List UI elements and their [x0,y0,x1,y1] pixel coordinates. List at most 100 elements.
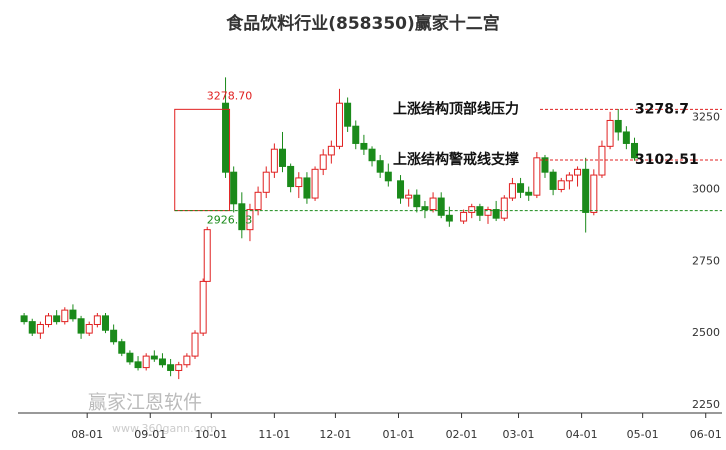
x-tick-label: 11-01 [258,428,290,441]
y-tick-label: 2250 [692,398,720,411]
candle-body [262,171,270,193]
watermark: 赢家江恩软件 [88,392,202,414]
candle-body [622,131,630,144]
candle-body [574,168,582,176]
candle-body [77,318,85,334]
candle-body [360,142,368,150]
candle-body [500,197,508,219]
y-tick-label: 3250 [692,111,720,124]
candle-body [598,145,606,176]
level-text: 上涨结构顶部线压力 [393,100,519,117]
y-tick-label: 3000 [692,182,720,195]
candle-body [429,197,437,211]
candle-body [344,102,352,127]
x-tick-label: 03-01 [503,428,535,441]
candle-body [319,154,327,170]
candle-body [69,309,77,320]
candle-body [303,177,311,199]
candle-body [85,323,93,334]
candle-body [158,358,166,366]
candle-body [167,364,175,371]
candle-body [508,183,516,199]
level-label: 3102.51 [635,152,699,168]
candle-body [45,315,53,325]
candle-body [445,214,453,222]
candle-body [565,174,573,182]
candle-body [376,160,384,173]
candle-body [203,229,211,282]
candle-body [405,194,413,199]
candle-body [384,171,392,182]
candle-body [582,168,590,213]
y-tick-label: 2750 [692,254,720,267]
x-tick-label: 09-01 [134,428,166,441]
x-tick-label: 12-01 [319,428,351,441]
candle-body [541,157,549,173]
x-tick-label: 05-01 [627,428,659,441]
candle-body [295,177,303,188]
candle-body [549,171,557,190]
candle-body [525,191,533,196]
box-label: 3278.70 [207,89,253,102]
candle-body [175,364,183,371]
candle-body [517,183,525,193]
candle-body [631,142,639,159]
candle-body [254,191,262,211]
x-tick-label: 02-01 [446,428,478,441]
x-tick-label: 06-01 [690,428,722,441]
candle-body [590,174,598,213]
candle-body [36,323,44,334]
candle-body [126,352,134,363]
candle-body [270,148,278,173]
candle-body [287,165,295,188]
candle-body [142,355,150,369]
candle-body [28,321,36,334]
watermark-url: www.360gann.com [112,422,217,435]
x-tick-label: 04-01 [566,428,598,441]
level-text: 上涨结构警戒线支撑 [393,151,519,168]
candle-body [199,280,207,334]
chart-title: 食品饮料行业(858350)赢家十二宫 [226,13,500,34]
candle-body [101,315,109,331]
x-tick-label: 08-01 [71,428,103,441]
candle-body [53,315,61,323]
candle-body [20,315,28,323]
candle-body [335,102,343,147]
x-tick-label: 01-01 [383,428,415,441]
candle-body [61,309,69,323]
level-label: 3278.7 [635,101,689,117]
candle-body [246,209,254,231]
candle-body [557,180,565,190]
candle-body [238,203,246,231]
candle-body [484,209,492,216]
candle-body [368,148,376,162]
candle-body [492,209,500,219]
candle-body [533,157,541,196]
candle-body [327,145,335,156]
candle-body [397,180,405,199]
candle-body [437,197,445,216]
candle-body [460,211,468,222]
candle-body [421,206,429,211]
candle-body [606,119,614,147]
candle-body [413,194,421,208]
candle-body [468,206,476,213]
candle-body [134,361,142,369]
candle-body [614,119,622,133]
candle-body [118,341,126,354]
candle-body [222,102,230,173]
range-box [174,108,231,212]
x-tick-label: 10-01 [195,428,227,441]
candle-body [150,355,158,360]
y-tick-label: 2500 [692,326,720,339]
candle-body [279,148,287,167]
candle-body [183,355,191,366]
candle-body [191,332,199,357]
candle-body [230,171,238,205]
box-label: 2926.33 [207,214,253,227]
candle-body [110,329,118,343]
candle-body [311,168,319,199]
candle-body [93,315,101,325]
candle-body [352,125,360,144]
